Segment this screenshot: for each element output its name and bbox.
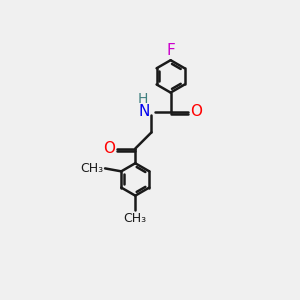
Text: H: H <box>138 92 148 106</box>
Text: CH₃: CH₃ <box>80 162 103 175</box>
Text: N: N <box>139 103 150 118</box>
Text: CH₃: CH₃ <box>124 212 147 225</box>
Text: O: O <box>103 141 116 156</box>
Text: O: O <box>190 104 202 119</box>
Text: F: F <box>166 43 175 58</box>
